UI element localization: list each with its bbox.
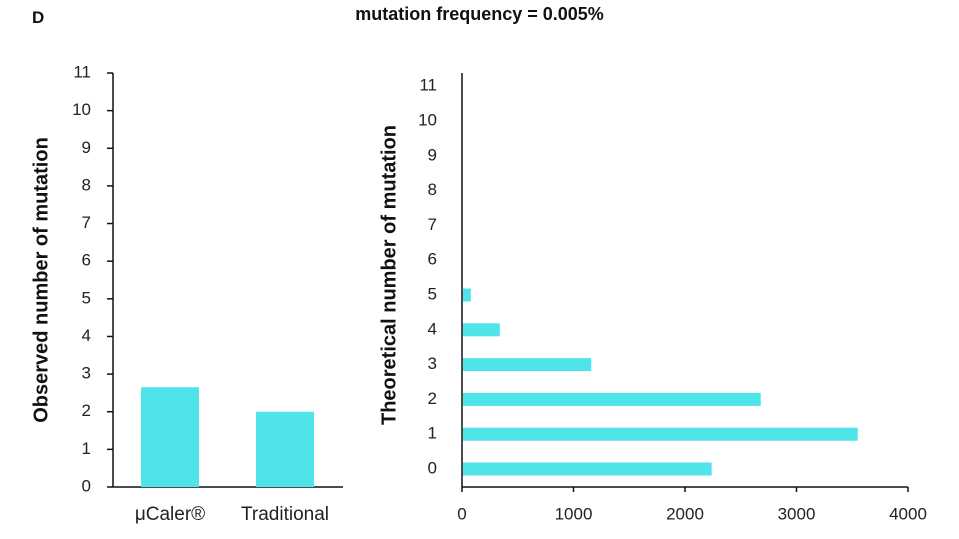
right-y-category-label: 2 (428, 389, 437, 408)
left-y-tick-label: 11 (73, 62, 91, 81)
left-y-tick-label: 0 (82, 476, 91, 495)
right-y-category-label: 11 (419, 76, 437, 95)
right-y-category-label: 0 (428, 458, 437, 477)
right-x-tick-label: 0 (457, 504, 466, 523)
right-y-category-label: 7 (428, 215, 437, 234)
left-x-category-label: Traditional (241, 504, 329, 525)
right-bar (463, 288, 471, 302)
right-y-category-label: 10 (418, 110, 437, 129)
right-y-category-label: 5 (428, 284, 437, 303)
left-y-tick-label: 9 (82, 138, 91, 157)
left-y-tick-label: 3 (82, 364, 91, 383)
right-y-category-label: 4 (428, 319, 437, 338)
left-y-tick-label: 1 (82, 439, 91, 458)
right-bar (463, 358, 592, 372)
chart-title: mutation frequency = 0.005% (355, 4, 604, 24)
left-y-tick-label: 7 (82, 213, 91, 232)
left-bar (256, 411, 314, 487)
right-x-tick-label: 1000 (555, 504, 593, 523)
panel-label: D (32, 8, 45, 27)
right-y-axis-label: Theoretical number of mutation (378, 125, 400, 425)
left-y-tick-label: 5 (82, 288, 91, 307)
right-bar (463, 427, 858, 441)
left-y-axis-label: Observed number of mutation (30, 137, 52, 423)
right-y-category-label: 1 (428, 424, 437, 443)
right-y-category-label: 3 (428, 354, 437, 373)
left-y-tick-label: 2 (82, 401, 91, 420)
right-bar (463, 323, 500, 337)
right-bar (463, 392, 761, 406)
left-bar-chart: 0 1 2 3 4 5 6 7 8 9 10 11 μCaler® Traditional Observed… (30, 62, 343, 525)
left-y-tick-label: 10 (72, 100, 91, 119)
right-x-tick-label: 2000 (666, 504, 704, 523)
left-bar (141, 387, 199, 487)
left-y-tick-label: 8 (82, 175, 91, 194)
left-x-category-label: μCaler® (135, 504, 205, 525)
right-bar-chart: 0 1000 2000 3000 4000 0 1 2 3 4 5 6 7 8 9 10 11 Theoretic… (378, 73, 927, 523)
right-y-category-label: 6 (428, 250, 437, 269)
left-y-tick-label: 4 (82, 326, 91, 345)
right-x-tick-label: 4000 (889, 504, 927, 523)
right-y-category-label: 8 (428, 180, 437, 199)
left-y-tick-label: 6 (82, 251, 91, 270)
right-y-category-label: 9 (428, 145, 437, 164)
right-x-tick-label: 3000 (778, 504, 816, 523)
right-bar (463, 462, 712, 476)
